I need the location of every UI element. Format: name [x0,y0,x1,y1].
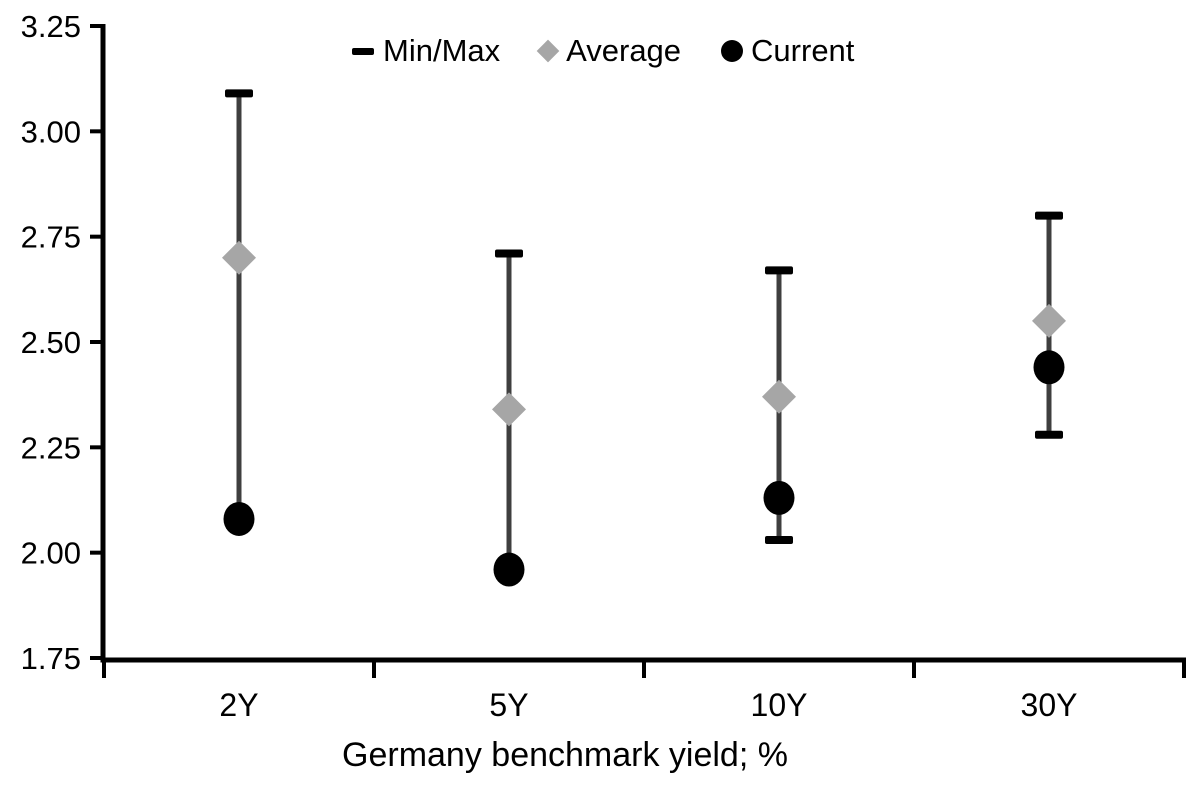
legend-item-current: Current [721,31,854,71]
current-marker-2Y [223,501,255,536]
average-diamond-icon [536,39,560,63]
max-cap-10Y [765,266,793,275]
y-tick-label: 2.75 [21,220,81,255]
legend-label-average: Average [566,33,682,68]
y-tick-label: 3.00 [21,114,81,149]
x-category-label: 5Y [489,687,528,723]
max-cap-30Y [1035,211,1063,220]
x-category-label: 10Y [751,687,808,723]
legend-label-current: Current [751,33,855,68]
y-tick-label: 3.25 [21,9,81,44]
legend-item-minmax: Min/Max [352,31,500,71]
x-axis-title: Germany benchmark yield; % [342,736,788,774]
average-marker-2Y [222,240,256,275]
current-marker-10Y [763,480,795,515]
y-tick-label: 2.25 [21,430,81,465]
legend-label-minmax: Min/Max [383,33,501,68]
average-marker-5Y [492,392,526,427]
y-tick-label: 2.50 [21,325,81,360]
average-marker-30Y [1032,303,1066,338]
chart-legend: Min/Max Average Current [352,31,854,71]
x-category-label: 2Y [219,687,258,723]
minmax-dash-icon [352,47,374,55]
current-circle-icon [721,40,744,62]
average-marker-10Y [762,379,796,414]
max-cap-2Y [225,89,253,98]
min-cap-10Y [765,536,793,545]
min-cap-30Y [1035,430,1063,439]
max-cap-5Y [495,249,523,258]
x-category-label: 30Y [1021,687,1078,723]
y-tick-label: 1.75 [21,641,81,676]
legend-item-average: Average [536,31,682,71]
current-marker-30Y [1033,350,1065,385]
y-tick-label: 2.00 [21,536,81,571]
current-marker-5Y [493,552,525,587]
